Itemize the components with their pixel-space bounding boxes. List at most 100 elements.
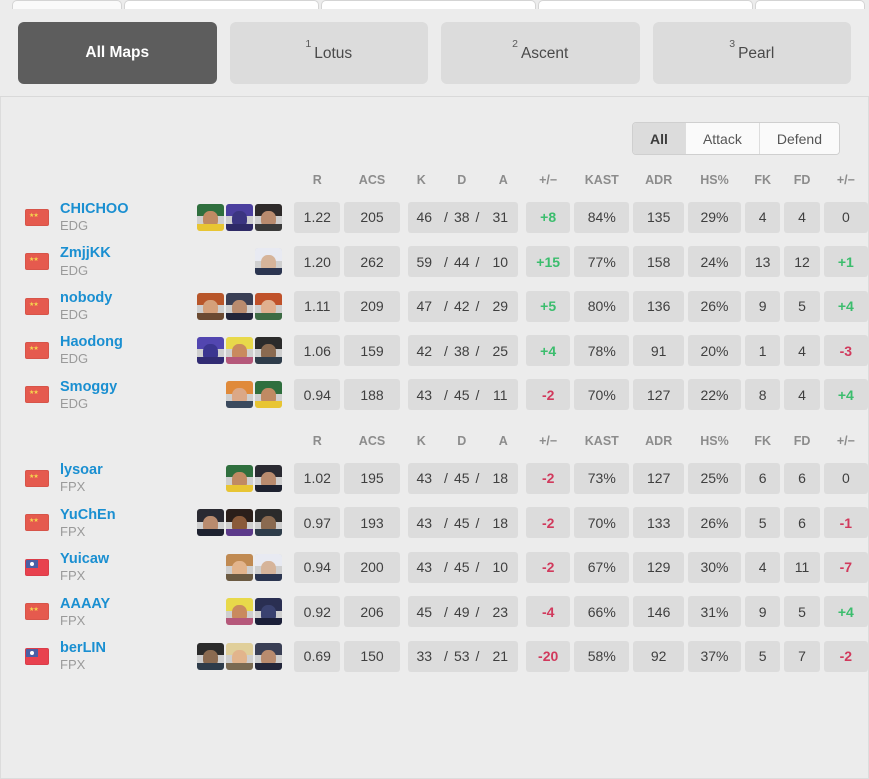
col-header-fk-diff[interactable]: +/− xyxy=(836,434,855,449)
col-header-r[interactable]: R xyxy=(312,434,322,449)
stat-fk-diff: 0 xyxy=(823,201,868,233)
col-header-fk[interactable]: FK xyxy=(754,173,771,187)
stat-adr: 158 xyxy=(633,246,685,278)
col-header-adr[interactable]: ADR xyxy=(645,173,673,187)
cell-fd: 4 xyxy=(782,373,821,417)
col-header-kd-diff[interactable]: +/− xyxy=(539,173,558,187)
col-header-k[interactable]: K xyxy=(416,173,426,187)
cell-fk-diff: +4 xyxy=(822,590,869,634)
player-name-link[interactable]: CHICHOO xyxy=(60,201,129,217)
stat-hs: 22% xyxy=(688,379,741,411)
cell-kast: 58% xyxy=(572,634,631,678)
player-identity: ★★ nobody EDG xyxy=(25,290,187,322)
stat-kd-diff: -20 xyxy=(526,640,571,672)
player-row[interactable]: ★★ ZmjjKK EDG 1.20 262 59/44/10 +15 77% 158 24% 13… xyxy=(1,239,869,283)
player-name-link[interactable]: AAAAY xyxy=(60,595,111,612)
stat-hs: 24% xyxy=(688,246,741,278)
fade-agent-icon xyxy=(226,292,254,320)
col-header-hs[interactable]: HS% xyxy=(700,173,729,187)
col-header-fd[interactable]: FD xyxy=(793,434,811,449)
player-row[interactable]: berLIN FPX 0.69 150 33/53/21 -20 58% 92 37% 5 7 -2 xyxy=(1,634,869,678)
viper-agent-icon xyxy=(255,203,283,231)
col-header-a[interactable]: A xyxy=(498,434,508,449)
player-name-link[interactable]: YuChEn xyxy=(60,506,116,523)
side-filter-attack[interactable]: Attack xyxy=(685,123,760,154)
cell-r: 0.92 xyxy=(292,590,342,634)
col-header-kast[interactable]: KAST xyxy=(584,434,619,449)
cell-hs: 30% xyxy=(686,545,743,589)
col-header-fk[interactable]: FK xyxy=(754,434,771,449)
parent-tab-stub-1[interactable] xyxy=(12,0,122,9)
col-header-hs[interactable]: HS% xyxy=(700,434,729,449)
col-header-k[interactable]: K xyxy=(416,434,426,449)
player-name-link[interactable]: Haodong xyxy=(60,334,123,351)
map-tab-label: Ascent xyxy=(520,45,569,63)
col-header-acs[interactable]: ACS xyxy=(358,434,386,449)
stat-d: / 45 / xyxy=(440,379,483,411)
player-row[interactable]: ★★ nobody EDG 1.11 209 47/42/29 +5 80% 136 26% 9 5 +… xyxy=(1,284,869,328)
player-team-label: FPX xyxy=(60,479,86,495)
flag-china-icon: ★★ xyxy=(25,386,49,404)
player-name-link[interactable]: Yuicaw xyxy=(60,551,110,568)
player-name-link[interactable]: berLIN xyxy=(60,639,106,656)
sage-agent-icon xyxy=(197,203,225,231)
kda-separator-2: / xyxy=(475,559,480,576)
player-row[interactable]: ★★ lysoar FPX 1.02 195 43/45/18 -2 73% 127 25% 6 6 0 xyxy=(1,456,869,500)
map-tab-index: 2 xyxy=(512,37,518,50)
cell-adr: 129 xyxy=(631,545,686,589)
player-name-link[interactable]: ZmjjKK xyxy=(60,245,111,262)
player-name-link[interactable]: Smoggy xyxy=(60,378,118,395)
map-tab-all-maps[interactable]: All Maps xyxy=(18,22,217,84)
agent-body xyxy=(226,529,254,537)
cell-r: 0.69 xyxy=(292,634,342,678)
stat-d-value: 45 xyxy=(453,386,470,403)
player-row[interactable]: ★★ Smoggy EDG 0.94 188 43/45/11 -2 70% 127 22% 8 4 +… xyxy=(1,373,869,417)
col-header-d[interactable]: D xyxy=(457,434,467,449)
player-name-block: ZmjjKK EDG xyxy=(60,245,111,277)
cell-adr: 136 xyxy=(631,284,686,328)
col-header-adr[interactable]: ADR xyxy=(645,434,673,449)
player-row[interactable]: Yuicaw FPX 0.94 200 43/45/10 -2 67% 129 30% 4 11 -7 xyxy=(1,545,869,589)
col-header-r[interactable]: R xyxy=(312,173,322,187)
player-identity: berLIN FPX xyxy=(25,640,187,672)
parent-tab-stub-5[interactable] xyxy=(755,0,865,9)
player-row[interactable]: ★★ AAAAY FPX 0.92 206 45/49/23 -4 66% 146 31% 9 5 +4 xyxy=(1,590,869,634)
parent-tab-stub-3[interactable] xyxy=(321,0,536,9)
cell-fk-diff: -7 xyxy=(822,545,869,589)
stat-k: 46 xyxy=(407,201,441,233)
player-row[interactable]: ★★ CHICHOO EDG 1.22 205 46/38/31 +8 84% 135 29% 4 4… xyxy=(1,195,869,239)
col-header-fk-diff[interactable]: +/− xyxy=(836,173,855,187)
player-name-link[interactable]: lysoar xyxy=(60,462,103,479)
cell-hs: 26% xyxy=(686,284,743,328)
stat-fd: 4 xyxy=(784,201,820,233)
parent-tab-stub-4[interactable] xyxy=(538,0,753,9)
col-header-d[interactable]: D xyxy=(457,173,467,187)
map-tab-ascent[interactable]: 2Ascent xyxy=(441,22,640,84)
side-filter-all[interactable]: All xyxy=(633,123,686,154)
player-row[interactable]: ★★ Haodong EDG 1.06 159 42/38/25 +4 78% 91 20% 1 4-… xyxy=(1,328,869,372)
cell-d: / 38 / xyxy=(440,328,483,372)
stat-fd: 11 xyxy=(784,551,820,583)
col-header-kd-diff[interactable]: +/− xyxy=(539,434,558,449)
col-header-fd[interactable]: FD xyxy=(793,173,811,187)
player-row[interactable]: ★★ YuChEn FPX 0.97 193 43/45/18 -2 70% 133 26% 5 6-… xyxy=(1,501,869,545)
map-tab-lotus[interactable]: 1Lotus xyxy=(229,22,428,84)
side-filter-defend[interactable]: Defend xyxy=(759,123,839,154)
agent-icon-list xyxy=(187,381,283,409)
stat-a: 29 xyxy=(482,290,519,322)
parent-tab-stub-2[interactable] xyxy=(124,0,319,9)
col-header-acs[interactable]: ACS xyxy=(358,173,386,187)
player-cell: ★★ YuChEn FPX xyxy=(1,501,187,545)
stat-d: / 45 / xyxy=(440,507,483,539)
player-name-link[interactable]: nobody xyxy=(60,289,113,306)
cell-fd: 5 xyxy=(782,284,821,328)
agent-face xyxy=(261,471,277,489)
agent-face xyxy=(232,210,248,228)
cell-d: / 53 / xyxy=(440,634,483,678)
col-header-kast[interactable]: KAST xyxy=(584,173,619,187)
kayo-agent-icon xyxy=(255,598,283,626)
map-tab-pearl[interactable]: 3Pearl xyxy=(652,22,851,84)
stat-fk: 6 xyxy=(744,462,781,494)
cell-k: 33 xyxy=(402,634,441,678)
col-header-a[interactable]: A xyxy=(498,173,508,187)
